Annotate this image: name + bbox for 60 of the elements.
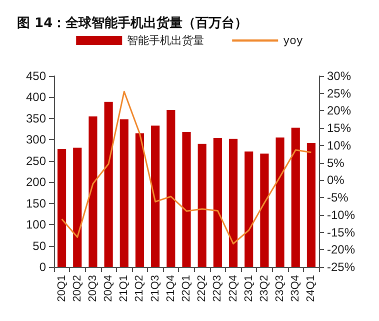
y-tick-label: 150 — [26, 196, 46, 210]
bar — [120, 119, 128, 267]
bar — [88, 116, 98, 267]
bar — [276, 138, 284, 267]
y2-tick-label: 15% — [327, 121, 352, 136]
x-tick-label: 23Q2 — [258, 275, 270, 302]
y-tick-label: 200 — [26, 175, 46, 190]
y2-tick-label: -10% — [327, 208, 356, 222]
x-tick-label: 22Q2 — [196, 275, 208, 302]
x-tick-label: 21Q1 — [118, 275, 130, 302]
x-tick-label: 20Q2 — [71, 275, 84, 302]
y2-tick-label: -25% — [327, 260, 356, 274]
line-series — [61, 90, 312, 244]
chart-title: 图 14：全球智能手机出货量（百万台） — [17, 15, 248, 31]
x-tick-label: 20Q3 — [86, 275, 99, 302]
y2-tick-label: 25% — [327, 86, 352, 100]
y-tick-label: 250 — [26, 154, 46, 168]
y2-tick-label: 5% — [327, 156, 345, 170]
x-tick-label: 22Q3 — [212, 275, 224, 302]
bar — [244, 152, 254, 267]
y2-tick-label: 0% — [327, 173, 345, 188]
bar — [73, 148, 82, 267]
y-tick-label: 400 — [26, 90, 46, 104]
x-tick-label: 21Q2 — [134, 275, 146, 302]
x-tick-label: 20Q1 — [56, 275, 68, 302]
bar — [58, 149, 66, 267]
y2-tick-label: 20% — [327, 104, 352, 118]
y-tick-label: 50 — [32, 238, 46, 253]
y2-tick-label: -20% — [327, 242, 356, 257]
x-tick-label: 22Q1 — [180, 275, 192, 302]
bar — [166, 110, 176, 267]
bar — [135, 133, 144, 267]
bar — [260, 154, 269, 267]
y2-tick-label: 30% — [327, 69, 352, 83]
y2-tick-label: 10% — [327, 138, 352, 152]
legend-label: 智能手机出货量 — [127, 34, 204, 47]
bar — [291, 128, 300, 267]
x-tick-label: 23Q3 — [274, 275, 286, 302]
x-tick-label: 21Q4 — [164, 275, 177, 302]
x-tick-label: 21Q3 — [149, 275, 162, 302]
x-tick-label: 23Q4 — [290, 275, 302, 302]
bar — [151, 126, 160, 267]
y2-tick-label: -15% — [327, 225, 356, 240]
x-tick-label: 23Q1 — [242, 275, 255, 302]
y-tick-label: 350 — [26, 111, 46, 126]
bar — [228, 138, 238, 267]
bar — [213, 138, 222, 267]
y-tick-label: 300 — [26, 132, 46, 147]
y-tick-label: 450 — [26, 69, 46, 83]
x-tick-label: 20Q4 — [102, 275, 115, 302]
y-tick-label: 100 — [26, 218, 46, 232]
legend-label: yoy — [283, 34, 304, 47]
y2-tick-label: -5% — [327, 190, 349, 205]
y-tick-label: 0 — [39, 260, 46, 274]
bar — [104, 102, 113, 267]
bar — [182, 132, 191, 267]
x-tick-label: 24Q1 — [305, 275, 318, 302]
bar — [306, 143, 316, 267]
x-tick-label: 22Q4 — [227, 275, 240, 302]
bar — [198, 144, 206, 267]
